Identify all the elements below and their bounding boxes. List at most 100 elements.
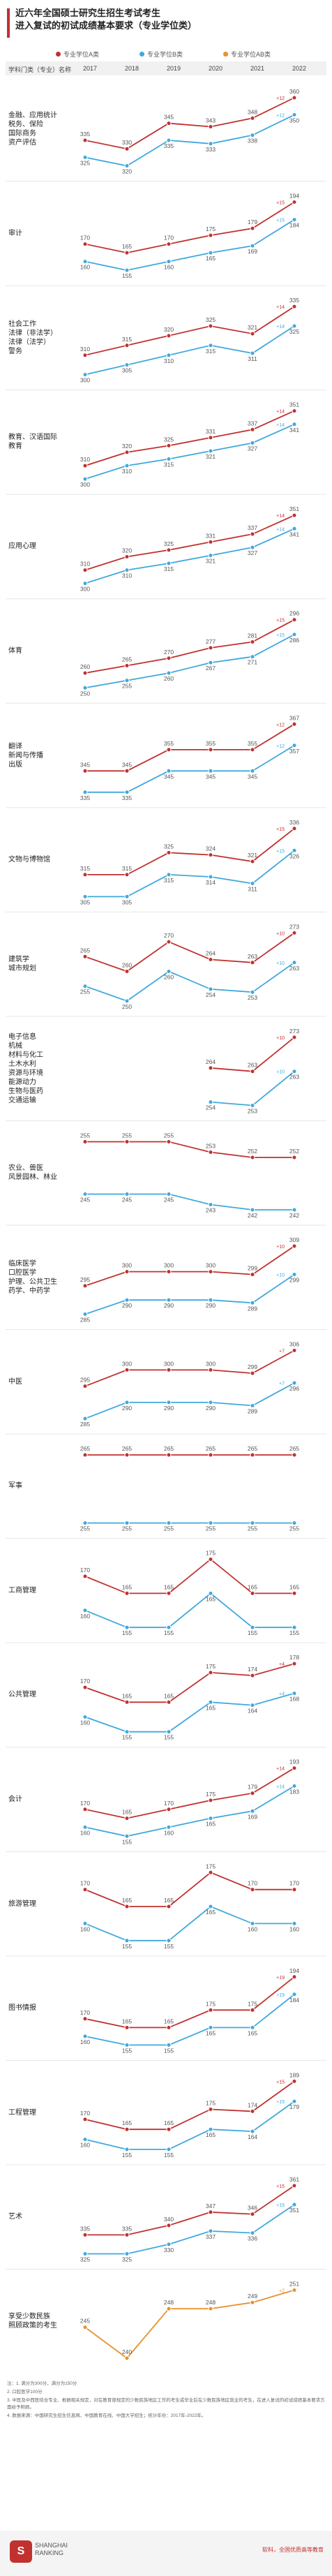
footer-note-1: 注：1. 满分为300分，满分为150分 <box>7 2381 77 2386</box>
data-point-b <box>250 441 255 445</box>
legend-item-a: 专业学位A类 <box>56 50 99 59</box>
data-point-a <box>166 1904 172 1909</box>
data-label-a: 300 <box>206 1262 216 1269</box>
data-point-a <box>208 1269 213 1275</box>
data-label-b: 325 <box>122 2256 132 2263</box>
data-label-a: 194 <box>289 193 299 200</box>
data-label-a: 170 <box>80 1678 90 1685</box>
data-label-b: 327 <box>248 549 257 556</box>
data-point-a <box>208 2007 213 2013</box>
data-label-a: 324 <box>206 845 216 852</box>
series-line-b <box>84 114 295 167</box>
data-point-b <box>166 1624 172 1630</box>
data-label-a: 336 <box>289 819 299 826</box>
data-label-a: 175 <box>206 225 216 232</box>
change-label-a: +15 <box>276 619 285 623</box>
data-label-a: 299 <box>248 1265 257 1272</box>
series-line-b <box>84 423 295 480</box>
data-point-a <box>124 1590 130 1596</box>
data-label-a: 260 <box>80 663 90 670</box>
data-point-a <box>250 225 255 231</box>
data-label-b: 250 <box>122 1003 132 1010</box>
header-category: 学科门类（专业）名称 <box>8 66 72 73</box>
data-point-a <box>250 1272 255 1278</box>
data-point-a <box>208 1557 213 1562</box>
data-point-a <box>82 1283 88 1289</box>
data-point-a <box>208 124 213 129</box>
data-point-a <box>292 930 297 935</box>
data-point-b <box>250 133 255 138</box>
data-point-b <box>208 1297 213 1303</box>
data-point-a <box>166 333 172 339</box>
data-label-b: 242 <box>289 1212 299 1219</box>
data-label-a: 165 <box>248 1583 257 1590</box>
data-label-a: 255 <box>122 1132 132 1139</box>
data-point-b <box>292 526 297 531</box>
data-point-a <box>208 2107 213 2112</box>
data-point-a <box>250 531 255 537</box>
data-label-a: 355 <box>206 740 216 747</box>
data-point-a <box>250 2108 255 2114</box>
data-point-b <box>166 457 172 461</box>
series-line-b <box>84 528 295 584</box>
data-point-b <box>208 986 213 992</box>
data-point-a <box>124 250 130 256</box>
data-label-b: 155 <box>122 272 132 279</box>
data-point-a <box>82 1452 88 1458</box>
data-label-a: 165 <box>164 2119 174 2126</box>
data-point-ab <box>124 2355 130 2361</box>
data-label-b: 255 <box>206 1525 216 1532</box>
data-point-a <box>208 1452 213 1458</box>
data-label-a: 300 <box>122 1360 132 1367</box>
title-accent-bar <box>7 8 10 38</box>
data-point-a <box>82 1574 88 1579</box>
data-point-b <box>124 678 130 683</box>
series-line-a <box>84 2080 295 2131</box>
data-point-b <box>250 2230 255 2236</box>
data-point-b <box>82 1715 88 1719</box>
data-label-a: 355 <box>164 740 174 747</box>
data-label-b: 165 <box>206 2029 216 2036</box>
header-year-2020: 2020 <box>209 65 223 72</box>
data-label-ab: 245 <box>80 2318 90 2325</box>
data-label-b: 315 <box>164 565 174 572</box>
data-label-b: 285 <box>80 1317 90 1324</box>
data-point-b <box>166 1297 172 1303</box>
data-point-a <box>208 539 213 545</box>
data-point-b <box>166 138 172 143</box>
data-label-a: 252 <box>248 1148 257 1155</box>
data-point-b <box>208 1904 213 1909</box>
series-line-b <box>84 1273 295 1315</box>
header-year-2022: 2022 <box>292 65 307 72</box>
series-line-b <box>84 1382 295 1419</box>
data-point-a <box>208 1670 213 1675</box>
data-label-b: 183 <box>289 1788 299 1795</box>
series-line-b <box>85 2204 295 2255</box>
data-point-b <box>166 1520 172 1526</box>
series-line-a <box>84 1558 294 1594</box>
data-point-a <box>82 1807 88 1812</box>
data-label-a: 340 <box>164 2216 174 2223</box>
change-label-a: +14 <box>276 1767 285 1772</box>
data-label-b: 350 <box>289 117 299 124</box>
data-point-a <box>208 323 213 329</box>
data-point-a <box>250 1887 255 1893</box>
data-point-b <box>82 1920 88 1926</box>
series-line-a <box>84 1976 295 2029</box>
data-label-b: 255 <box>80 1525 90 1532</box>
data-label-a: 165 <box>122 1897 132 1904</box>
data-label-a: 170 <box>80 1567 90 1574</box>
data-point-b <box>250 881 255 886</box>
data-label-b: 255 <box>248 1525 257 1532</box>
data-point-b <box>166 2242 172 2247</box>
data-point-a <box>208 435 213 441</box>
data-label-b: 267 <box>206 665 216 672</box>
data-label-b: 155 <box>164 1943 174 1950</box>
data-point-a <box>208 1367 213 1372</box>
data-point-b <box>250 768 255 773</box>
data-label-a: 335 <box>80 2225 90 2232</box>
data-label-a: 300 <box>122 1262 132 1269</box>
source-credit: 软科，全国优质高等教育 <box>262 2547 324 2553</box>
data-point-a <box>166 1590 172 1596</box>
data-point-b <box>250 1703 255 1708</box>
